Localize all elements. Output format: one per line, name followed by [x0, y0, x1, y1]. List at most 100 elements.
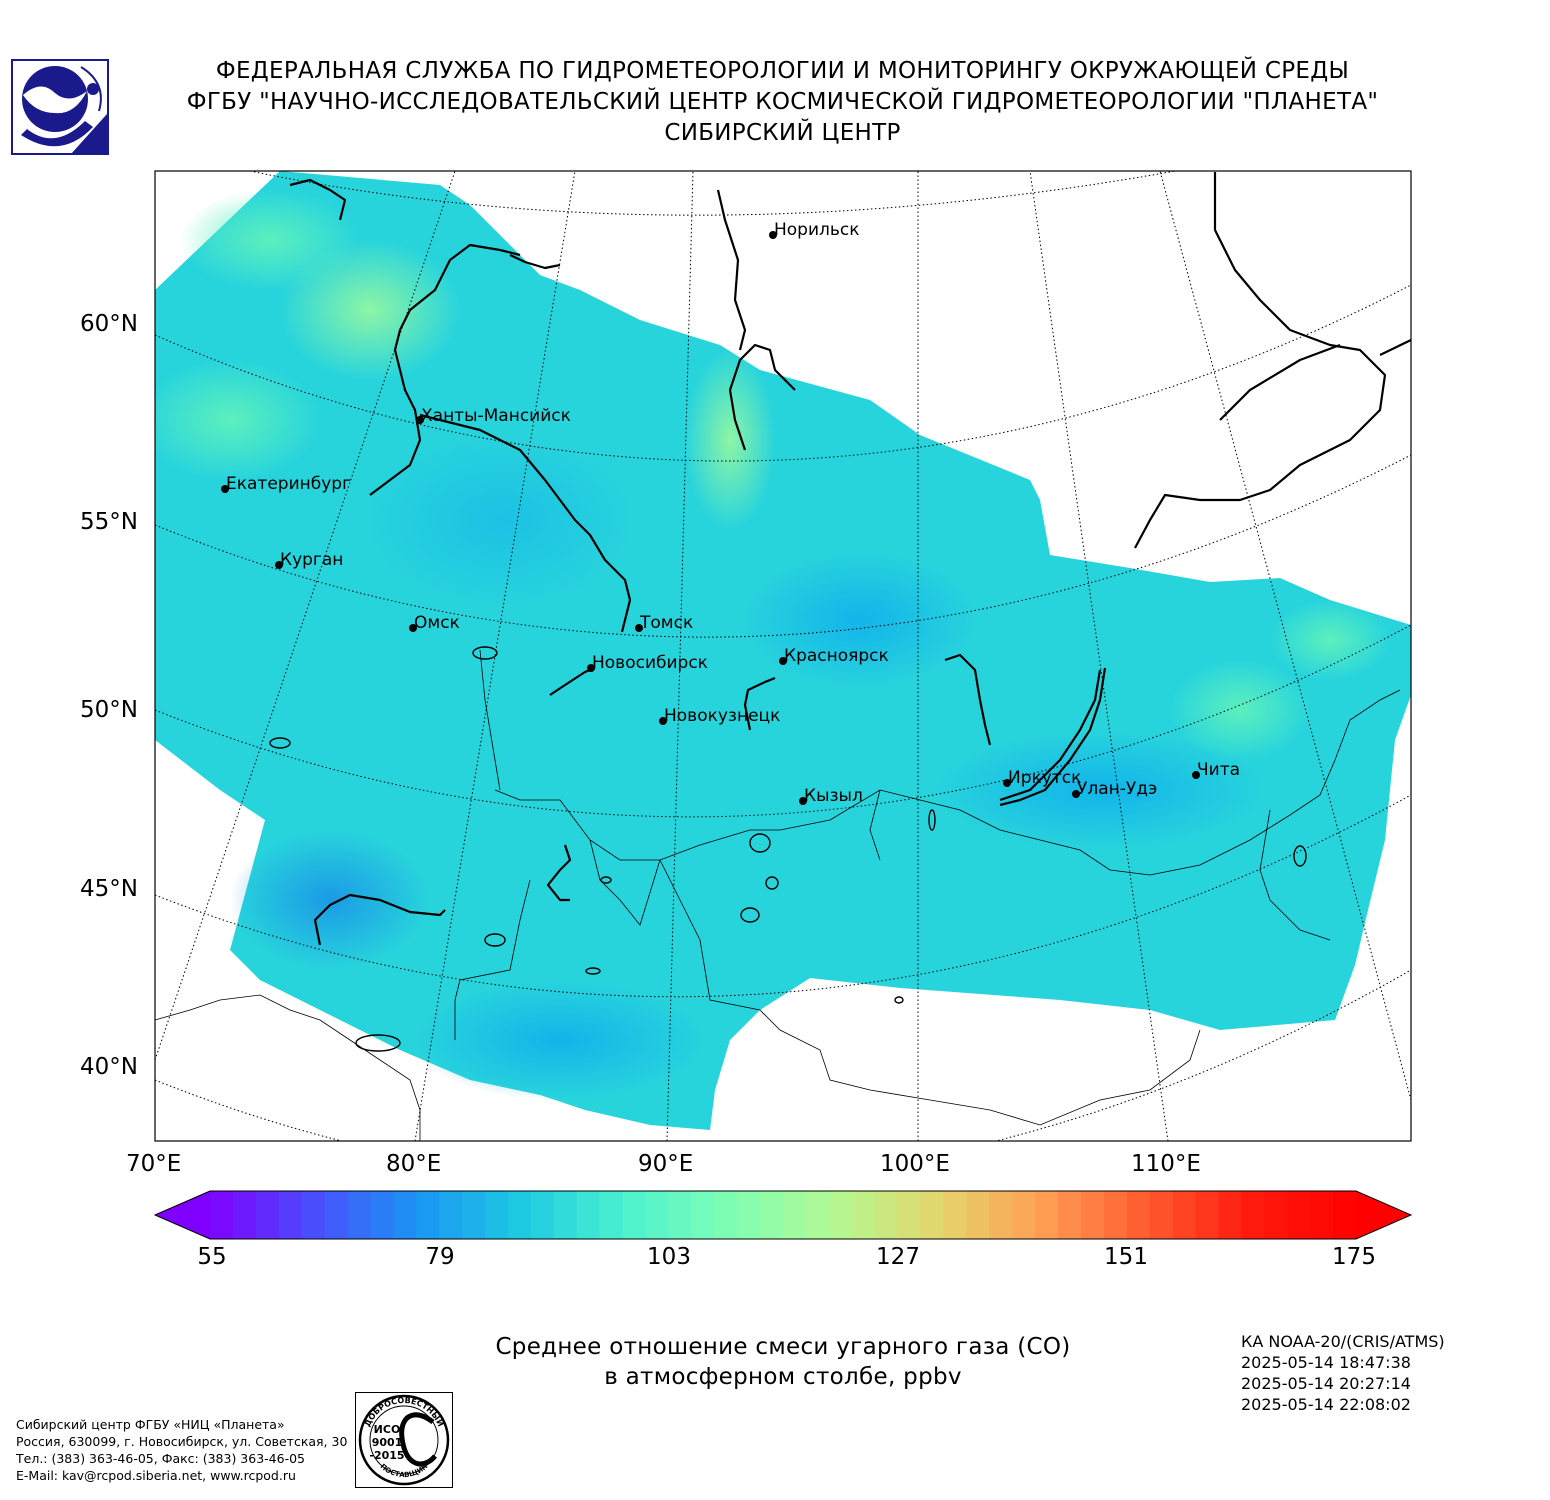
colorbar-tick-4: 151 [1104, 1244, 1148, 1270]
lakes [269, 646, 1307, 1052]
lon-label-70: 70°E [126, 1151, 182, 1177]
satellite-time-1: 2025-05-14 18:47:38 [1241, 1353, 1411, 1372]
colorbar-max-arrow [1356, 1191, 1411, 1239]
colorbar-cell [278, 1191, 303, 1239]
city-label: Екатеринбург [226, 474, 351, 494]
city-krasnoyarsk: Красноярск [779, 646, 889, 666]
iso-stamp-icon: ДОБРОСОВЕСТНЫЙ ПОСТАВЩИК ИСО 9001 -2015 [355, 1392, 453, 1488]
planeta-logo-icon [11, 59, 109, 155]
colorbar-cell [1035, 1191, 1059, 1239]
colorbar-cell [393, 1191, 417, 1239]
colorbar-cell [553, 1191, 578, 1239]
contacts-line-1: Сибирский центр ФГБУ «НИЦ «Планета» [16, 1417, 285, 1432]
city-label: Курган [280, 550, 343, 570]
graticule-parallels [155, 171, 1411, 1141]
colorbar-cell [370, 1191, 394, 1239]
city-ulan-ude: Улан-Удэ [1072, 779, 1157, 799]
city-label: Томск [639, 613, 693, 633]
city-chita: Чита [1192, 760, 1240, 780]
city-label: Новокузнецк [664, 706, 780, 726]
colorbar-cell [920, 1191, 945, 1239]
satellite-time-2: 2025-05-14 20:27:14 [1241, 1374, 1411, 1393]
rivers-coastline [289, 172, 1411, 946]
colorbar-cell [1172, 1191, 1197, 1239]
colorbar-cell [1218, 1191, 1242, 1239]
colorbar-cells [210, 1191, 1357, 1239]
city-kurgan: Курган [275, 550, 343, 570]
colorbar-cell [232, 1191, 257, 1239]
city-tomsk: Томск [635, 613, 693, 633]
city-label: Новосибирск [592, 653, 708, 673]
city-markers: Норильск Ханты-Мансийск Екатеринбург Кур… [221, 220, 1240, 806]
colorbar-cell [805, 1191, 830, 1239]
colorbar-tick-2: 103 [647, 1244, 691, 1270]
co-map: Норильск Ханты-Мансийск Екатеринбург Кур… [154, 170, 1412, 1142]
lat-label-50: 50°N [80, 697, 138, 723]
colorbar-cell [874, 1191, 899, 1239]
colorbar-cell [1287, 1191, 1311, 1239]
colorbar-tick-1: 79 [425, 1244, 455, 1270]
colorbar-cell [645, 1191, 669, 1239]
colorbar-cell [324, 1191, 349, 1239]
colorbar-cell [210, 1191, 234, 1239]
lon-label-100: 100°E [880, 1151, 950, 1177]
city-label: Ханты-Мансийск [421, 406, 571, 426]
city-label: Улан-Удэ [1077, 779, 1157, 799]
colorbar-cell [255, 1191, 280, 1239]
city-novokuznetsk: Новокузнецк [659, 706, 780, 726]
colorbar-cell [439, 1191, 463, 1239]
colorbar-cell [1195, 1191, 1220, 1239]
map-frame [154, 170, 1412, 1142]
page-header: ФЕДЕРАЛЬНАЯ СЛУЖБА ПО ГИДРОМЕТЕОРОЛОГИИ … [0, 56, 1550, 149]
caption-line-1: Среднее отношение смеси угарного газа (С… [495, 1334, 1071, 1360]
city-label: Иркутск [1008, 768, 1081, 788]
satellite-info: КА NOAA-20/(CRIS/ATMS) 2025-05-14 18:47:… [1241, 1331, 1445, 1415]
city-yekaterinburg: Екатеринбург [221, 474, 351, 494]
contacts-line-2: Россия, 630099, г. Новосибирск, ул. Сове… [16, 1434, 348, 1449]
colorbar-cell [1126, 1191, 1151, 1239]
satellite-time-3: 2025-05-14 22:08:02 [1241, 1395, 1411, 1414]
country-borders [155, 649, 1401, 1141]
colorbar-cell [1149, 1191, 1174, 1239]
colorbar-min-arrow [155, 1191, 210, 1239]
contacts-block: Сибирский центр ФГБУ «НИЦ «Планета» Росс… [16, 1416, 347, 1484]
iso-mid-text-1: ИСО [374, 1423, 401, 1436]
city-label: Красноярск [784, 646, 889, 666]
colorbar-cell [760, 1191, 784, 1239]
colorbar-tick-5: 175 [1332, 1244, 1376, 1270]
colorbar-cell [1012, 1191, 1036, 1239]
colorbar-cell [599, 1191, 624, 1239]
colorbar-outline [153, 1190, 1413, 1240]
city-label: Чита [1197, 760, 1240, 780]
colorbar-cell [1310, 1191, 1334, 1239]
colorbar-tick-0: 55 [197, 1244, 227, 1270]
map-caption: Среднее отношение смеси угарного газа (С… [383, 1332, 1183, 1392]
colorbar-tick-3: 127 [876, 1244, 920, 1270]
header-line-3: СИБИРСКИЙ ЦЕНТР [664, 120, 901, 146]
colorbar-cell [966, 1191, 990, 1239]
contacts-line-4: E-Mail: kav@rcpod.siberia.net, www.rcpod… [16, 1468, 296, 1483]
colorbar-cell [851, 1191, 876, 1239]
caption-line-2: в атмосферном столбе, ppbv [604, 1364, 962, 1390]
colorbar-cell [1103, 1191, 1128, 1239]
lon-label-110: 110°E [1131, 1151, 1201, 1177]
city-label: Омск [414, 613, 460, 633]
city-khanty-mansiysk: Ханты-Мансийск [416, 406, 571, 426]
city-novosibirsk: Новосибирск [587, 653, 708, 673]
colorbar-cell [1241, 1191, 1265, 1239]
colorbar-cell [1080, 1191, 1105, 1239]
contacts-line-3: Тел.: (383) 363-46-05, Факс: (383) 363-4… [16, 1451, 306, 1466]
colorbar-cell [714, 1191, 738, 1239]
colorbar-cell [622, 1191, 647, 1239]
header-line-1: ФЕДЕРАЛЬНАЯ СЛУЖБА ПО ГИДРОМЕТЕОРОЛОГИИ … [215, 58, 1350, 84]
iso-mid-text-2: 9001 [372, 1436, 403, 1449]
colorbar-cell [416, 1191, 440, 1239]
colorbar [153, 1190, 1413, 1240]
colorbar-cell [737, 1191, 761, 1239]
colorbar-cell [485, 1191, 509, 1239]
lat-label-60: 60°N [80, 311, 138, 337]
city-norilsk: Норильск [769, 220, 860, 240]
colorbar-cell [691, 1191, 715, 1239]
colorbar-cell [576, 1191, 601, 1239]
city-label: Норильск [774, 220, 860, 240]
